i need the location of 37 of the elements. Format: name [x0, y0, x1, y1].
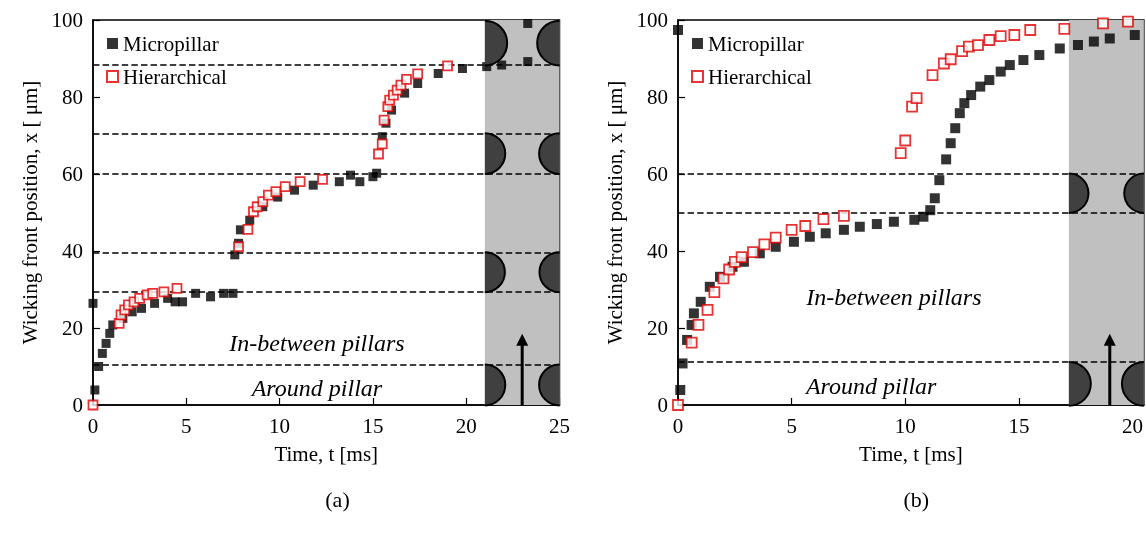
y-tick-label: 80 [647, 85, 668, 109]
x-tick-label: 0 [672, 413, 684, 438]
x-tick-label: 20 [1122, 413, 1143, 438]
y-axis-title: Wicking front position, x [ μm] [603, 80, 628, 345]
y-tick-label: 80 [62, 85, 83, 109]
text: (a) [325, 486, 350, 512]
x-tick-label: 25 [549, 413, 570, 438]
legend-label: Hierarchical [708, 64, 812, 89]
y-axis-title: Wicking front position, x [ μm] [18, 80, 43, 345]
x-tick-label: 15 [1008, 413, 1030, 438]
y-tick-label: 40 [647, 239, 668, 263]
x-tick-label: 20 [455, 413, 477, 438]
y-tick-label: 0 [72, 393, 83, 417]
x-tick-label: 0 [87, 413, 99, 438]
x-tick-label: 15 [362, 413, 384, 438]
x-tick-label: 10 [269, 413, 291, 438]
y-tick-label: 60 [647, 162, 668, 186]
x-tick-label: 10 [894, 413, 916, 438]
y-tick-label: 60 [62, 162, 83, 186]
annotation: In-between pillars [228, 330, 405, 357]
y-tick-label: 100 [636, 8, 668, 32]
x-axis-title: Time, t [ms] [274, 441, 379, 466]
legend-label: Hierarchical [123, 64, 227, 89]
annotation: In-between pillars [805, 284, 982, 311]
x-tick-label: 5 [181, 413, 192, 438]
x-tick-label: 5 [786, 413, 797, 438]
y-tick-label: 20 [62, 316, 83, 340]
annotation: Around pillar [803, 372, 938, 399]
y-tick-label: 40 [62, 239, 83, 263]
annotation: Around pillar [249, 374, 383, 401]
legend-label: Micropillar [123, 31, 219, 56]
y-tick-label: 100 [51, 8, 83, 32]
y-tick-label: 20 [647, 316, 668, 340]
legend-label: Micropillar [708, 31, 804, 56]
x-axis-title: Time, t [ms] [859, 441, 963, 466]
text: (b) [903, 486, 930, 512]
y-tick-label: 0 [657, 393, 668, 417]
